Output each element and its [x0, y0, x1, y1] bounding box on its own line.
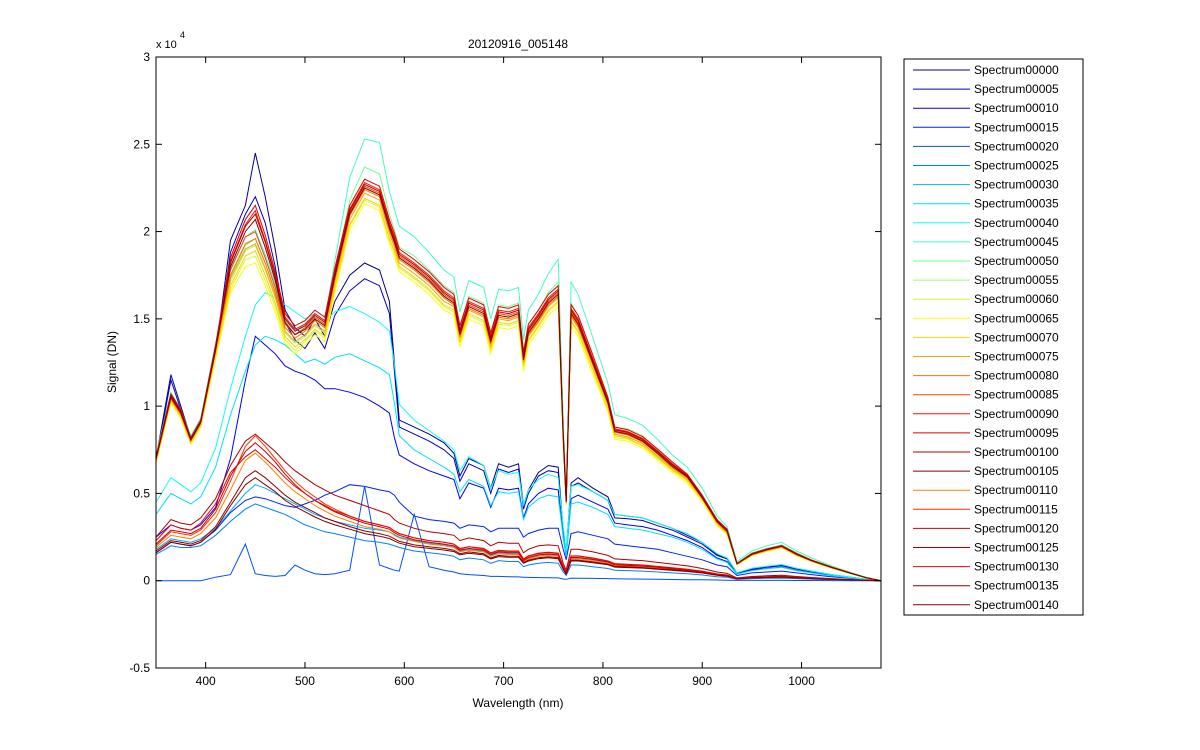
legend-label: Spectrum00110 — [974, 483, 1058, 497]
legend-item: Spectrum00105 — [913, 464, 1059, 478]
legend-label: Spectrum00055 — [974, 273, 1059, 287]
series-line-spectrum00070 — [155, 197, 882, 582]
legend-item: Spectrum00025 — [913, 159, 1059, 173]
legend-item: Spectrum00070 — [913, 330, 1059, 344]
series-line-spectrum00105 — [155, 187, 882, 582]
legend-label: Spectrum00080 — [974, 369, 1059, 383]
y-tick-label: -0.5 — [129, 661, 150, 675]
legend-item: Spectrum00080 — [913, 369, 1059, 383]
legend-label: Spectrum00140 — [974, 598, 1059, 612]
series-line-spectrum00020 — [156, 486, 881, 582]
legend-item: Spectrum00075 — [913, 350, 1059, 364]
x-tick-label: 800 — [593, 674, 613, 688]
series-line-spectrum00065 — [155, 202, 882, 582]
legend-item: Spectrum00125 — [913, 541, 1059, 555]
series-layer — [155, 138, 882, 582]
legend-label: Spectrum00010 — [974, 101, 1059, 115]
legend-label: Spectrum00125 — [974, 541, 1059, 555]
legend-label: Spectrum00090 — [974, 407, 1059, 421]
legend-item: Spectrum00040 — [913, 216, 1059, 230]
legend-item: Spectrum00065 — [913, 311, 1059, 325]
legend-item: Spectrum00010 — [913, 101, 1059, 115]
legend-item: Spectrum00035 — [913, 197, 1059, 211]
y-exponent-power: 4 — [180, 30, 185, 40]
x-tick-label: 900 — [692, 674, 712, 688]
legend-item: Spectrum00095 — [913, 426, 1059, 440]
plot-area — [156, 57, 881, 668]
x-tick-label: 400 — [196, 674, 216, 688]
legend-label: Spectrum00015 — [974, 120, 1059, 134]
legend-item: Spectrum00085 — [913, 388, 1059, 402]
x-tick-label: 1000 — [788, 674, 815, 688]
legend-label: Spectrum00085 — [974, 388, 1059, 402]
y-tick-label: 2.5 — [133, 137, 150, 151]
x-tick-label: 500 — [295, 674, 315, 688]
x-axis-ticks: 400 500 600 700 800 900 1000 — [196, 57, 815, 688]
legend-item: Spectrum00055 — [913, 273, 1059, 287]
legend-item: Spectrum00005 — [913, 82, 1059, 96]
legend-item: Spectrum00015 — [913, 120, 1059, 134]
legend-label: Spectrum00105 — [974, 464, 1059, 478]
legend-item: Spectrum00060 — [913, 292, 1059, 306]
y-axis-ticks: -0.5 0 0.5 1 1.5 2 2.5 3 — [129, 50, 881, 675]
legend-item: Spectrum00050 — [913, 254, 1059, 268]
legend-label: Spectrum00115 — [974, 502, 1058, 516]
series-line-spectrum00095 — [155, 178, 882, 582]
y-tick-label: 3 — [143, 50, 150, 64]
y-tick-label: 2 — [143, 225, 150, 239]
legend-label: Spectrum00060 — [974, 292, 1059, 306]
legend-label: Spectrum00000 — [974, 63, 1059, 77]
legend-item: Spectrum00115 — [913, 502, 1058, 516]
plot-frame — [155, 56, 882, 669]
y-tick-label: 0 — [143, 574, 150, 588]
legend-label: Spectrum00045 — [974, 235, 1059, 249]
legend-item: Spectrum00000 — [913, 63, 1059, 77]
x-axis-label: Wavelength (nm) — [473, 696, 564, 710]
legend-item: Spectrum00140 — [913, 598, 1059, 612]
x-tick-label: 600 — [394, 674, 414, 688]
legend-item: Spectrum00135 — [913, 579, 1059, 593]
y-tick-label: 1.5 — [133, 312, 150, 326]
legend-label: Spectrum00070 — [974, 330, 1059, 344]
series-line-spectrum00130 — [155, 449, 882, 582]
legend-label: Spectrum00065 — [974, 311, 1059, 325]
y-exponent-base: x 10 — [156, 39, 177, 51]
legend-item: Spectrum00100 — [913, 445, 1059, 459]
series-line-spectrum00035 — [155, 335, 882, 582]
legend-item: Spectrum00020 — [913, 139, 1059, 153]
legend-label: Spectrum00025 — [974, 159, 1059, 173]
legend-label: Spectrum00035 — [974, 197, 1059, 211]
y-axis-label: Signal (DN) — [105, 331, 119, 393]
legend-label: Spectrum00100 — [974, 445, 1059, 459]
legend-label: Spectrum00075 — [974, 350, 1059, 364]
legend-label: Spectrum00030 — [974, 178, 1059, 192]
y-tick-label: 0.5 — [133, 486, 150, 500]
x-tick-label: 700 — [494, 674, 514, 688]
legend-item: Spectrum00130 — [913, 560, 1059, 574]
series-line-spectrum00075 — [155, 192, 882, 582]
series-line-spectrum00140 — [155, 477, 882, 582]
chart-title: 20120916_005148 — [468, 37, 568, 51]
legend: Spectrum00000 Spectrum00005 Spectrum00010 S… — [913, 63, 1059, 612]
series-line-spectrum00100 — [155, 183, 882, 582]
series-line-spectrum00125 — [155, 433, 882, 582]
legend-label: Spectrum00095 — [974, 426, 1059, 440]
legend-item: Spectrum00120 — [913, 521, 1059, 535]
legend-label: Spectrum00120 — [974, 521, 1059, 535]
series-line-spectrum00015 — [155, 484, 882, 582]
legend-label: Spectrum00130 — [974, 560, 1059, 574]
y-tick-label: 1 — [143, 399, 150, 413]
legend-item: Spectrum00110 — [913, 483, 1058, 497]
series-line-spectrum00010 — [155, 335, 882, 582]
legend-label: Spectrum00050 — [974, 254, 1059, 268]
legend-item: Spectrum00090 — [913, 407, 1059, 421]
legend-label: Spectrum00005 — [974, 82, 1059, 96]
series-line-spectrum00025 — [155, 503, 882, 582]
legend-label: Spectrum00135 — [974, 579, 1059, 593]
legend-item: Spectrum00045 — [913, 235, 1059, 249]
legend-label: Spectrum00040 — [974, 216, 1059, 230]
legend-label: Spectrum00020 — [974, 139, 1059, 153]
legend-item: Spectrum00030 — [913, 178, 1059, 192]
